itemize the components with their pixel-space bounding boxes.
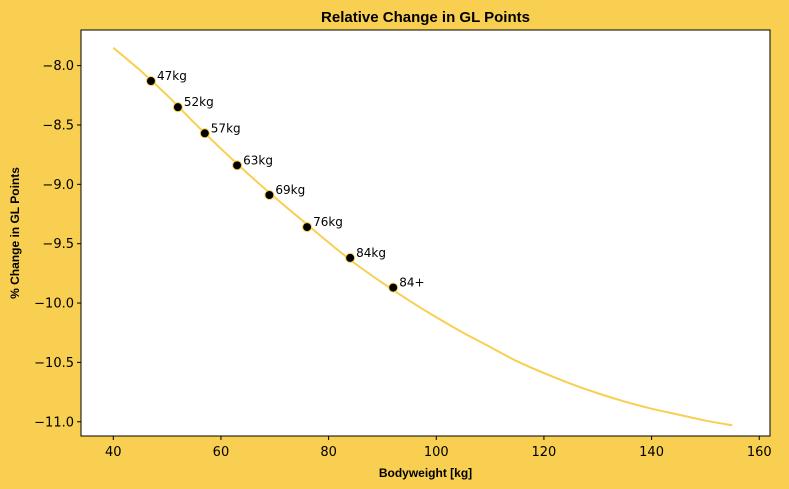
x-tick-label: 80 <box>320 445 337 460</box>
y-tick-label: −10.5 <box>34 356 74 371</box>
data-point-label: 63kg <box>243 153 273 167</box>
x-tick-label: 40 <box>105 445 122 460</box>
data-point-label: 47kg <box>157 69 187 83</box>
data-point-label: 84+ <box>399 276 424 290</box>
data-point-label: 84kg <box>356 246 386 260</box>
data-point-label: 57kg <box>211 121 241 135</box>
data-point-label: 76kg <box>313 215 343 229</box>
data-point-label: 69kg <box>275 183 305 197</box>
data-point <box>388 282 399 293</box>
y-tick-label: −10.0 <box>34 297 74 312</box>
data-point <box>199 128 210 139</box>
x-tick-label: 60 <box>213 445 230 460</box>
x-tick-label: 160 <box>747 445 772 460</box>
y-tick-label: −9.0 <box>42 178 74 193</box>
data-point <box>264 190 275 201</box>
data-point <box>145 76 156 87</box>
data-point-label: 52kg <box>184 95 214 109</box>
y-tick-label: −8.0 <box>42 59 74 74</box>
gl-change-curve <box>112 47 733 427</box>
x-axis-label: Bodyweight [kg] <box>379 466 472 480</box>
data-point <box>345 252 356 263</box>
y-axis-ticks: −8.0 −8.5 −9.0 −9.5 −10.0 −10.5 −11.0 <box>34 59 81 430</box>
data-point <box>302 222 313 233</box>
data-point <box>172 102 183 113</box>
y-tick-label: −8.5 <box>42 118 74 133</box>
weight-class-points: 47kg 52kg 57kg 63kg 69kg 76kg 84kg 84+ <box>145 69 425 293</box>
y-axis-label: % Change in GL Points <box>8 167 22 299</box>
x-axis-ticks: 40 60 80 100 120 140 160 <box>105 436 772 460</box>
data-point <box>232 160 243 171</box>
y-tick-label: −11.0 <box>34 415 74 430</box>
plot-area <box>80 29 771 437</box>
x-tick-label: 100 <box>424 445 449 460</box>
chart-title: Relative Change in GL Points <box>321 9 530 26</box>
x-tick-label: 120 <box>532 445 557 460</box>
y-tick-label: −9.5 <box>42 237 74 252</box>
x-tick-label: 140 <box>639 445 664 460</box>
